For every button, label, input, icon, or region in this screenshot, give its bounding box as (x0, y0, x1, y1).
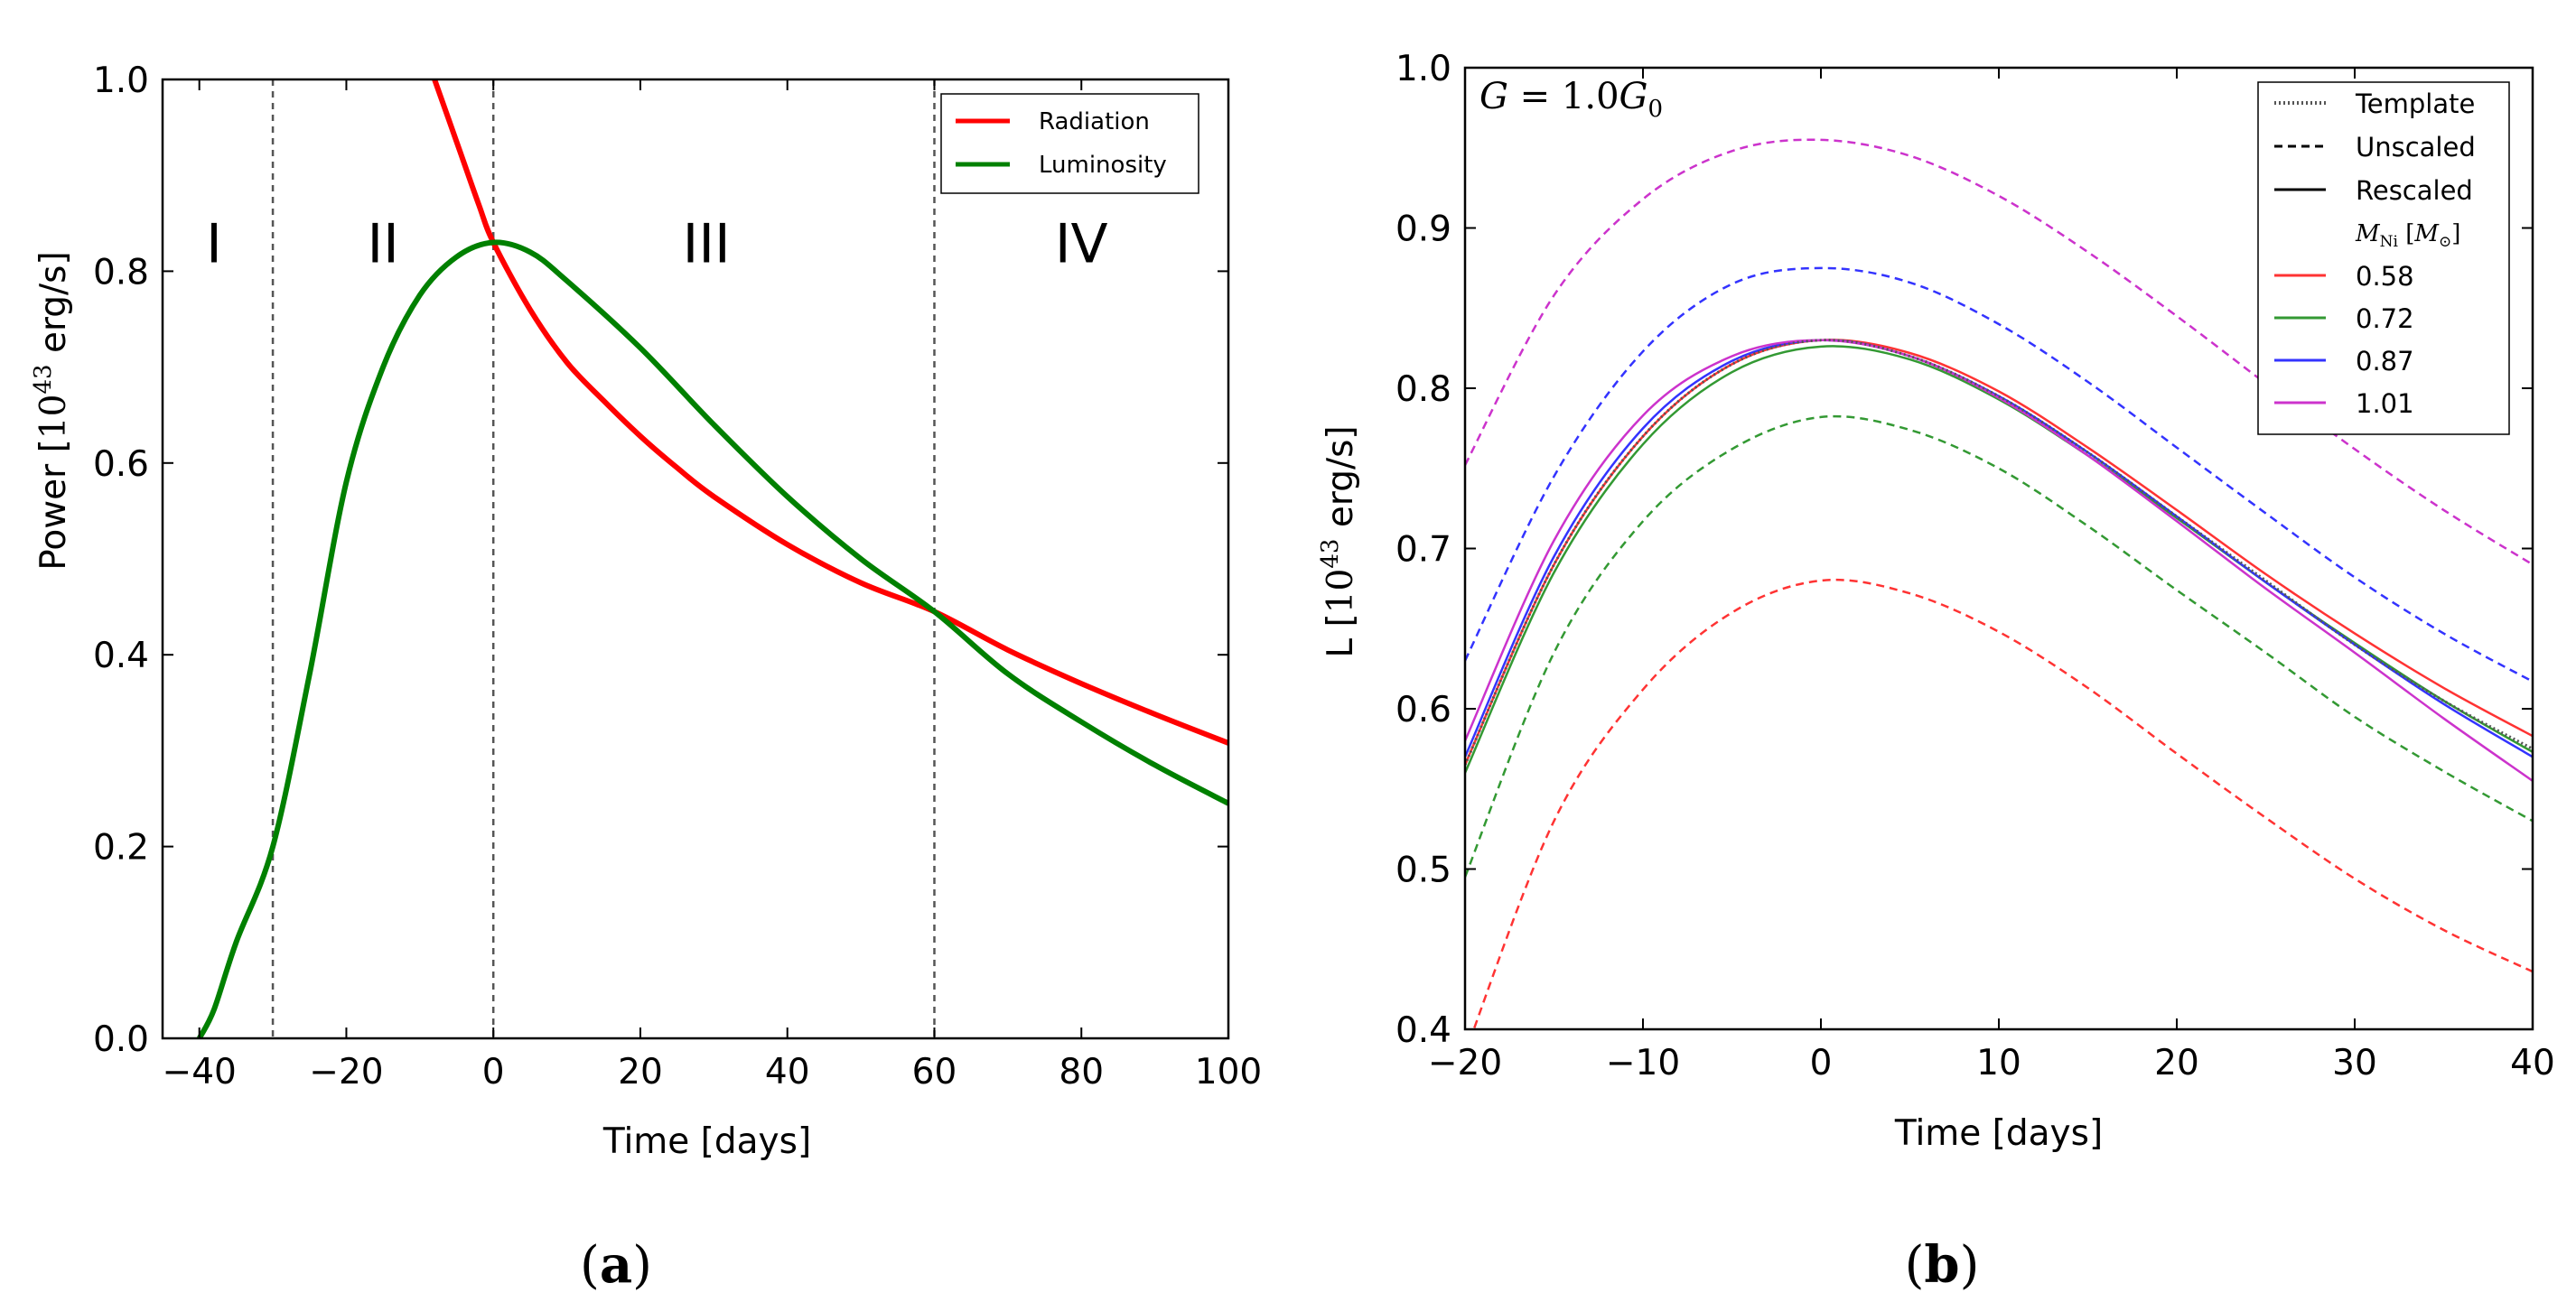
template-curve (1465, 339, 2533, 766)
x-tick-label: 40 (2510, 1043, 2555, 1083)
legend-title-nickel-mass: MNi [M⊙] (2355, 220, 2460, 251)
panel-a-caption: (a) (580, 1235, 652, 1295)
y-tick-label: 0.6 (93, 444, 149, 485)
x-tick-label: −40 (163, 1052, 237, 1092)
y-tick-label: 0.7 (1395, 530, 1451, 571)
legend-label-0-87: 0.87 (2356, 346, 2414, 377)
panel-a-phase-lines (271, 79, 936, 1038)
panel-a-y-axis-label: Power [1043 erg/s] (30, 251, 74, 570)
unscaled-curve-0-72 (1465, 414, 2533, 878)
chart-panel-a: I II III IV −40 −20 0 20 40 60 80 1000.00.20.40.60… (30, 60, 1262, 1295)
x-tick-label: 0 (1810, 1043, 1833, 1083)
y-tick-label: 0.4 (93, 636, 149, 676)
panel-a-frame (161, 78, 1230, 1040)
y-tick-label: 0.5 (1395, 851, 1451, 891)
panel-a-legend: Radiation Luminosity (940, 93, 1199, 194)
x-tick-label: −20 (1428, 1043, 1502, 1083)
region-label: I (206, 213, 222, 276)
y-tick-label: 0.6 (1395, 690, 1451, 730)
panel-b-annotation: G = 1.0G0 (1479, 76, 1663, 123)
series-line-luminosity (197, 239, 1228, 1038)
panel-a-curves (197, 79, 1228, 1038)
region-label: III (683, 213, 731, 276)
unscaled-curve-1-01 (1465, 138, 2533, 566)
unscaled-curve-0-58 (1472, 578, 2533, 1029)
unscaled-curve-0-87 (1465, 266, 2533, 683)
panel-b-caption: (b) (1905, 1235, 1980, 1295)
y-tick-label: 0.4 (1395, 1010, 1451, 1051)
legend-label-template: Template (2355, 88, 2475, 119)
x-tick-label: −20 (309, 1052, 383, 1092)
y-tick-label: 0.2 (93, 828, 149, 869)
y-tick-label: 1.0 (1395, 49, 1451, 89)
x-tick-label: −10 (1606, 1043, 1680, 1083)
series-line-radiation (432, 79, 1228, 746)
panel-b-x-axis-label: Time [days] (1894, 1113, 2103, 1154)
y-tick-label: 0.8 (93, 252, 149, 293)
panel-b-ticks: −20 −10 0 10 20 30 40 0.4 0.5 0.6 0.7 0.8 0.9 1.0 (1395, 49, 2555, 1083)
x-tick-label: 20 (618, 1052, 663, 1092)
panel-b-curves (1465, 138, 2533, 1029)
x-tick-label: 60 (912, 1052, 957, 1092)
legend-label-0-58: 0.58 (2356, 261, 2414, 292)
chart-panel-b: −20 −10 0 10 20 30 40 0.4 0.5 0.6 0.7 0.8 0.9 1.0 G =… (1317, 49, 2555, 1295)
panel-a-legend-box (940, 93, 1199, 194)
x-tick-label: 30 (2332, 1043, 2377, 1083)
x-tick-label: 80 (1059, 1052, 1104, 1092)
panel-a-x-axis-label: Time [days] (602, 1121, 811, 1162)
x-tick-label: 0 (482, 1052, 505, 1092)
x-tick-label: 10 (1976, 1043, 2021, 1083)
panel-a-region-labels: I II III IV (206, 213, 1108, 276)
panel-b-legend: Template Unscaled Rescaled MNi [M⊙] 0.58… (2257, 81, 2510, 435)
legend-label-0-72: 0.72 (2356, 303, 2414, 334)
legend-label-unscaled: Unscaled (2356, 132, 2476, 163)
rescaled-curve-0-72 (1465, 345, 2533, 774)
x-tick-label: 40 (765, 1052, 810, 1092)
panel-a-ticks: −40 −20 0 20 40 60 80 100 0.0 0.2 0.4 0.6 0.8 1.0 (93, 60, 1262, 1092)
y-tick-label: 0.8 (1395, 369, 1451, 410)
x-tick-label: 100 (1195, 1052, 1262, 1092)
x-tick-label: 20 (2154, 1043, 2199, 1083)
panel-b-y-axis-label: L [1043 erg/s] (1317, 425, 1361, 657)
legend-label-radiation: Radiation (1039, 108, 1150, 135)
legend-label-rescaled: Rescaled (2356, 175, 2473, 206)
legend-label-1-01: 1.01 (2356, 388, 2414, 419)
y-tick-label: 1.0 (93, 60, 149, 101)
y-tick-label: 0.9 (1395, 209, 1451, 250)
panel-b-legend-box (2257, 81, 2510, 435)
legend-label-luminosity: Luminosity (1039, 152, 1167, 179)
region-label: II (367, 213, 398, 276)
region-label: IV (1055, 213, 1108, 276)
y-tick-label: 0.0 (93, 1019, 149, 1060)
